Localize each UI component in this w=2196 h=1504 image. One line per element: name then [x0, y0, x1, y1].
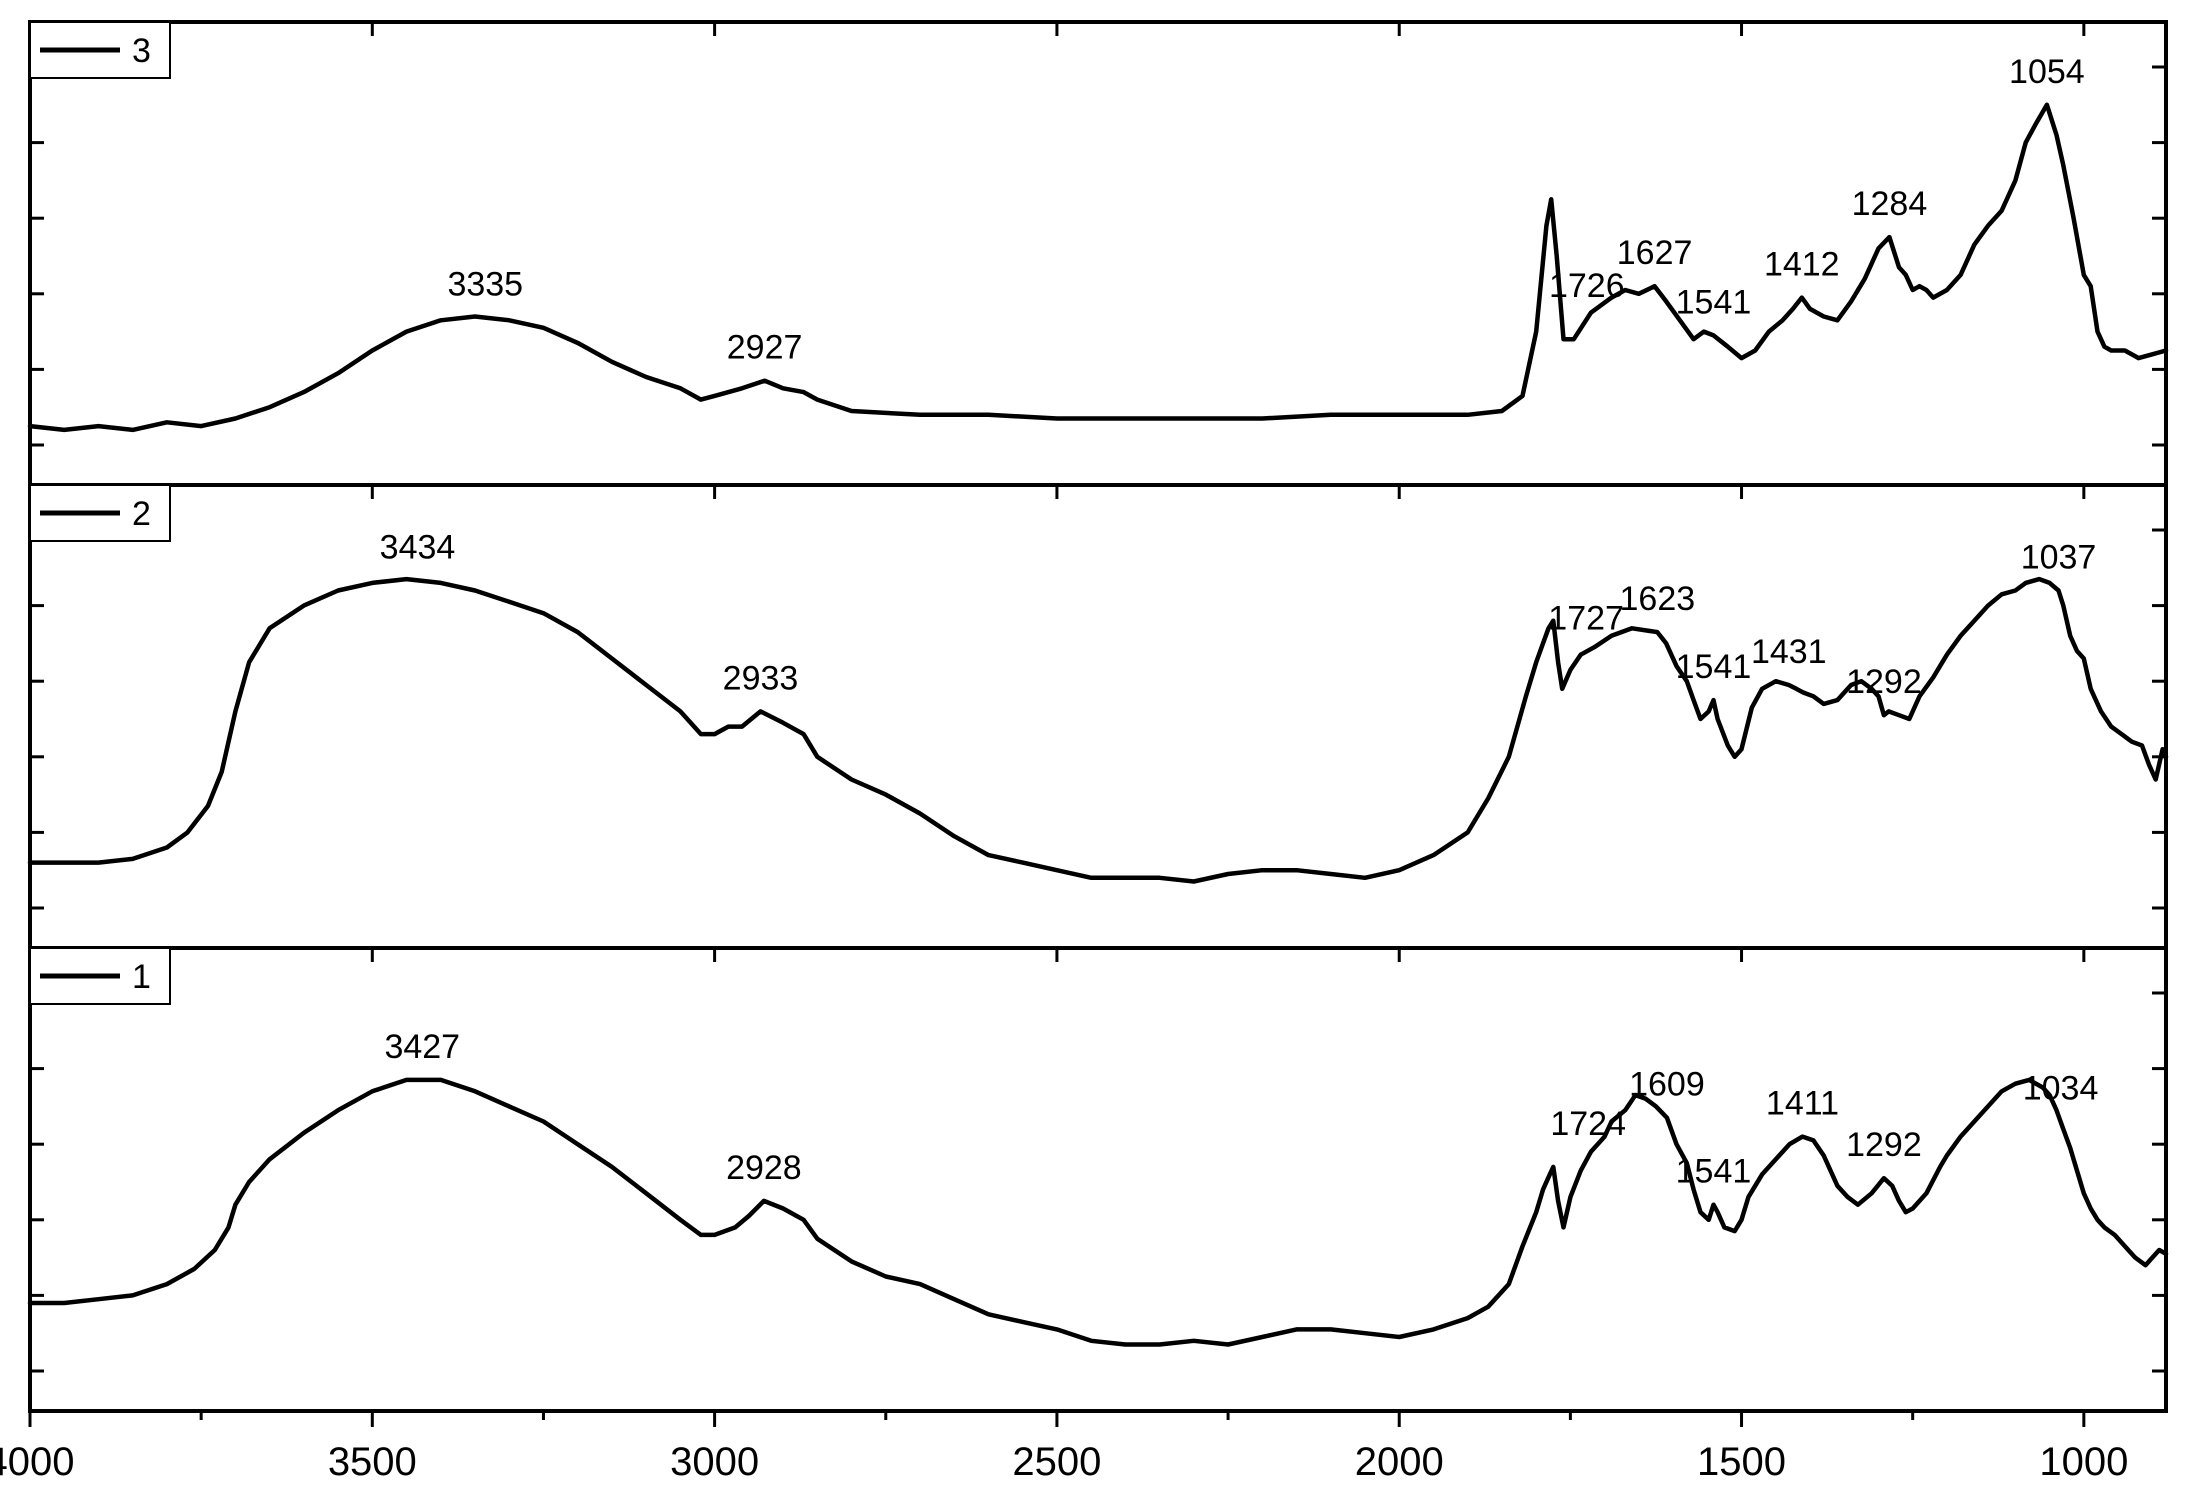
- peak-label: 2927: [727, 329, 803, 367]
- x-tick-label: 3000: [670, 1440, 759, 1484]
- legend: 2: [29, 484, 171, 542]
- peak-label: 1727: [1548, 600, 1624, 638]
- x-tick-label: 4000: [0, 1440, 74, 1484]
- peak-label: 3427: [384, 1028, 460, 1066]
- peak-label: 3434: [380, 528, 456, 566]
- x-axis: 4000 3500 3000 2500 2000 1500 1000: [0, 1411, 2128, 1484]
- peak-label: 1037: [2021, 538, 2097, 576]
- spectrum-line-2: [27, 576, 2169, 884]
- peak-label: 2928: [726, 1149, 802, 1187]
- peak-label: 1726: [1549, 267, 1625, 305]
- peak-label: 1431: [1751, 633, 1827, 671]
- x-tick-label: 2500: [1012, 1440, 1101, 1484]
- peak-label: 1411: [1766, 1085, 1839, 1123]
- peak-label: 1412: [1764, 246, 1840, 284]
- peak-label: 1623: [1620, 580, 1696, 618]
- peak-label: 1724: [1550, 1105, 1626, 1143]
- peak-label: 1541: [1676, 648, 1752, 686]
- x-tick-label: 2000: [1355, 1440, 1444, 1484]
- peak-label: 3335: [447, 266, 523, 304]
- peak-label: 1292: [1846, 1126, 1922, 1164]
- x-tick-label: 1500: [1697, 1440, 1786, 1484]
- peak-label: 1541: [1676, 283, 1752, 321]
- peak-label: 1609: [1629, 1066, 1705, 1104]
- peak-label: 2933: [723, 659, 799, 697]
- peak-label: 1034: [2023, 1070, 2099, 1108]
- peak-label: 1054: [2009, 53, 2085, 91]
- spectrum-line-1: [27, 1077, 2169, 1347]
- legend: 3: [29, 21, 171, 79]
- x-tick-label: 1000: [2039, 1440, 2128, 1484]
- peak-label: 1292: [1846, 663, 1922, 701]
- peak-label: 1627: [1617, 234, 1693, 272]
- legend-label: 2: [132, 495, 151, 533]
- legend: 1: [29, 947, 171, 1005]
- legend-label: 3: [132, 32, 151, 70]
- legend-label: 1: [132, 958, 151, 996]
- peak-label: 1284: [1852, 185, 1928, 223]
- peak-label: 1541: [1676, 1153, 1752, 1191]
- spectrum-line-3: [27, 102, 2169, 433]
- panel-frame: [28, 946, 2168, 1413]
- x-tick-label: 3500: [328, 1440, 417, 1484]
- panel-frame: [28, 20, 2168, 487]
